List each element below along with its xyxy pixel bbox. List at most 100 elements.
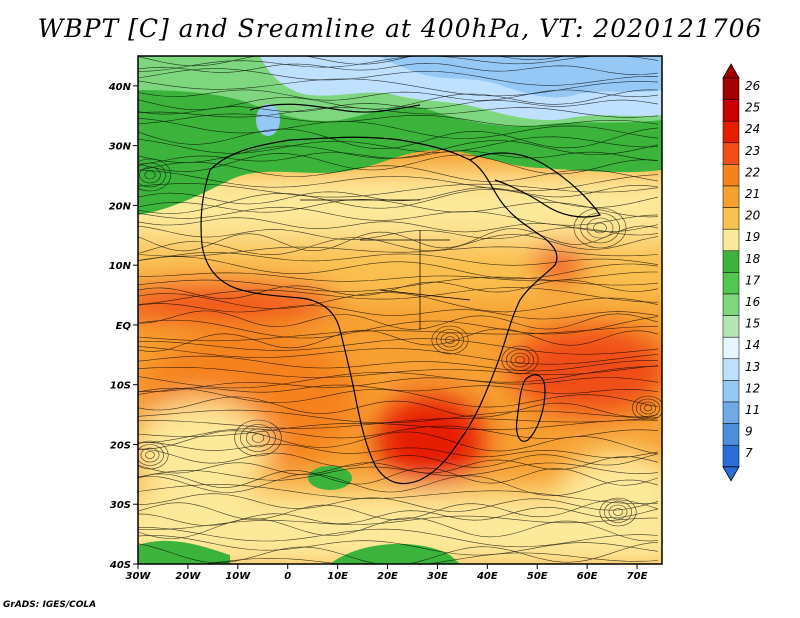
africa-outline [200, 136, 558, 485]
cold-pocket [256, 104, 280, 136]
streamline [138, 150, 659, 165]
colorbar-swatch [722, 207, 740, 230]
streamline [138, 246, 659, 257]
streamline [138, 387, 659, 408]
eddy-ring [586, 217, 614, 239]
streamline [138, 279, 659, 299]
streamline [138, 78, 659, 97]
eddy-ring [632, 395, 662, 421]
colorbar-label: 11 [745, 403, 760, 417]
lon-tick-label: 10E [327, 571, 348, 582]
lon-tick-label: 50E [527, 571, 548, 582]
south-green-corner [138, 540, 230, 564]
streamline [138, 99, 659, 115]
streamline [138, 153, 659, 175]
eddy-ring [593, 222, 607, 234]
streamline [138, 217, 659, 233]
colorbar-swatch [722, 358, 740, 381]
colorbar-swatch [722, 272, 740, 295]
streamline [138, 473, 659, 497]
streamline [138, 430, 659, 455]
eddy-ring [604, 501, 632, 523]
colorbar-swatch [722, 444, 740, 468]
atlantic-red-strip [138, 280, 340, 320]
lat-tick-label: 30S [110, 500, 131, 511]
eddy-ring [635, 398, 660, 418]
streamline [138, 310, 659, 330]
eddy-ring [639, 401, 657, 415]
streamline [138, 136, 659, 154]
madagascar-outline [515, 374, 546, 442]
streamline [138, 198, 659, 218]
colorbar-label: 21 [745, 187, 760, 201]
streamline [138, 107, 659, 118]
streamline [138, 338, 659, 355]
latitude-axis: 40N 30N 20N 10N EQ 10S 20S 30S 40S [108, 82, 138, 571]
colorbar-label: 20 [745, 209, 761, 223]
colorbar-label: 18 [745, 252, 761, 266]
eddy-ring [501, 345, 539, 375]
lat-tick-label: 10N [109, 261, 132, 272]
eddy-ring [144, 170, 156, 180]
lat-tick-label: 30N [109, 142, 132, 153]
streamline [138, 552, 659, 564]
lat-tick-label: 40S [109, 560, 131, 571]
eddy-ring [643, 404, 653, 412]
streamline [138, 449, 659, 468]
lon-tick-label: 40E [476, 571, 498, 582]
longitude-axis: 30W 20W 10W 0 10E 20E 30E 40E 50E 60E 70E [126, 564, 648, 582]
colorbar-label: 7 [745, 446, 753, 460]
lon-tick-label: 60E [577, 571, 598, 582]
eddy-ring [138, 440, 169, 470]
mediterranean-outline [249, 103, 421, 113]
streamline [138, 161, 659, 182]
colorbar-swatch [722, 99, 740, 122]
colorbar-swatch [722, 250, 740, 273]
colorbar-label: 14 [745, 338, 760, 352]
eddy-ring [515, 356, 525, 364]
streamline [138, 271, 658, 282]
grads-credit: GrADS: IGES/COLA [3, 600, 97, 610]
lon-tick-label: 10W [225, 571, 251, 582]
colorbar-label: 22 [745, 165, 760, 179]
streamline [138, 499, 659, 521]
horn-hot-spot [535, 245, 585, 285]
streamline [138, 442, 659, 459]
streamlines [138, 56, 662, 564]
north-cold-blue [380, 56, 662, 98]
colorbar-label: 16 [745, 295, 761, 309]
streamline [138, 346, 659, 365]
streamline [138, 417, 659, 429]
streamline [138, 234, 659, 255]
lon-tick-label: 20E [377, 571, 398, 582]
streamline [138, 188, 659, 214]
south-indian-yellow [560, 450, 662, 530]
streamline [138, 419, 659, 437]
eddy-ring [138, 444, 164, 466]
colorbar-top-arrow [722, 63, 740, 79]
southern-africa-hot [375, 395, 485, 485]
streamline [138, 384, 659, 395]
streamline [138, 56, 566, 67]
colorbar-swatch [722, 77, 740, 100]
borders [300, 199, 471, 330]
lat-tick-label: 40N [108, 82, 132, 93]
lon-tick-label: 0 [284, 571, 291, 582]
streamline [138, 56, 659, 72]
eddy-ring [251, 433, 265, 443]
streamline [138, 113, 659, 127]
eddy-ring [580, 212, 620, 244]
colorbar-label: 17 [745, 273, 761, 287]
eddy-ring [573, 207, 627, 249]
streamline [138, 517, 659, 542]
colorbar-label: 19 [745, 230, 760, 244]
lon-tick-label: 20W [175, 571, 201, 582]
streamline [138, 456, 659, 475]
eddy-ring [436, 329, 464, 351]
streamline [138, 409, 659, 424]
colorbar-swatch [722, 185, 740, 208]
eddy-ring [145, 451, 155, 459]
eddy-ring [246, 428, 271, 448]
streamline [138, 68, 659, 86]
